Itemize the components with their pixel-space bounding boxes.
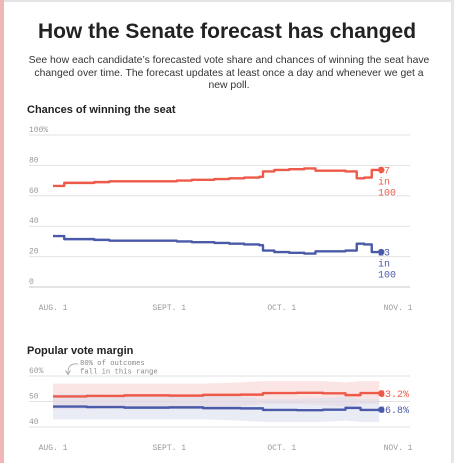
red-series-line xyxy=(53,167,380,188)
range-annotation: 80% of outcomes xyxy=(80,360,145,368)
frame-top-border xyxy=(0,0,454,2)
y-tick-label: 20 xyxy=(29,248,39,257)
x-tick-label: SEPT. 1 xyxy=(152,444,186,453)
red-end-point xyxy=(378,390,385,397)
x-tick-label: OCT. 1 xyxy=(267,304,296,313)
y-tick-label: 60% xyxy=(29,367,44,376)
annotation-arrowhead xyxy=(65,370,71,376)
blue-series-line xyxy=(53,405,381,412)
red-end-label: 53.2% xyxy=(379,390,409,401)
x-tick-label: NOV. 1 xyxy=(384,304,413,313)
chance-chart-title: Chances of winning the seat xyxy=(27,104,176,116)
chance-chart: 0 20 40 60 80 100% AUG. 1 SEPT. 1 OCT. 1 NOV. 1 77… xyxy=(29,126,413,313)
range-annotation: fall in this range xyxy=(80,369,158,377)
page-title: How the Senate forecast has changed xyxy=(37,20,417,43)
x-tick-label: AUG. 1 xyxy=(39,304,68,313)
blue-end-point xyxy=(378,248,385,256)
annotation-arrow xyxy=(67,363,79,374)
blue-end-label: in xyxy=(378,259,390,271)
page-subtitle: See how each candidate’s forecasted vote… xyxy=(28,55,430,91)
vote-chart-title: Popular vote margin xyxy=(27,345,134,357)
red-end-label: in xyxy=(378,176,390,188)
frame-left-border xyxy=(0,0,4,463)
y-tick-label: 0 xyxy=(29,278,34,287)
blue-series-line xyxy=(53,234,380,255)
y-tick-label: 100% xyxy=(29,126,48,135)
y-tick-label: 80 xyxy=(29,156,39,165)
y-tick-label: 40 xyxy=(29,418,39,427)
blue-end-point xyxy=(378,406,385,413)
blue-end-label: 23 xyxy=(378,249,390,260)
y-tick-label: 40 xyxy=(29,217,39,226)
x-tick-label: SEPT. 1 xyxy=(152,304,186,313)
red-end-label: 100 xyxy=(378,188,396,199)
y-tick-label: 60 xyxy=(29,187,39,196)
x-tick-label: OCT. 1 xyxy=(267,444,296,453)
blue-end-label: 46.8% xyxy=(379,406,409,417)
blue-end-label: 100 xyxy=(378,271,396,282)
red-end-point xyxy=(378,166,385,174)
x-tick-label: AUG. 1 xyxy=(39,444,68,453)
y-tick-label: 50 xyxy=(29,393,39,402)
x-tick-label: NOV. 1 xyxy=(384,444,413,453)
red-end-label: 77 xyxy=(378,166,390,177)
frame-right-border xyxy=(451,0,454,463)
red-series-line xyxy=(53,391,381,398)
